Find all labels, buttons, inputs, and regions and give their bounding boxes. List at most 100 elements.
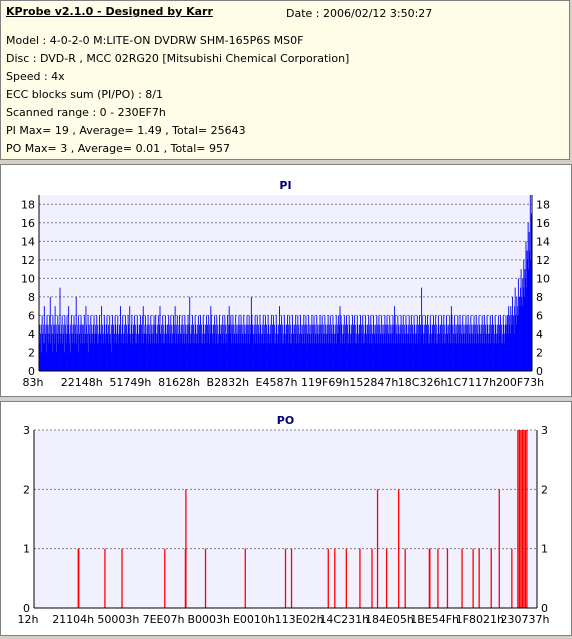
pi-bar xyxy=(518,315,520,371)
pi-bar xyxy=(146,343,147,371)
pi-bar xyxy=(126,324,127,371)
pi-bar xyxy=(205,333,207,371)
pi-bar xyxy=(55,333,57,371)
pi-bar xyxy=(186,343,187,371)
pi-bar xyxy=(386,315,388,371)
pi-bar xyxy=(304,324,306,371)
pi-bar xyxy=(148,343,150,371)
pi-bar xyxy=(324,324,326,371)
pi-bar xyxy=(226,343,228,371)
pi-x-tick: E4587h xyxy=(256,376,298,389)
pi-bar xyxy=(296,324,298,371)
pi-bar xyxy=(493,333,495,371)
pi-bar xyxy=(143,333,145,371)
pi-bar xyxy=(104,343,106,371)
pi-bar xyxy=(292,324,294,371)
pi-bar xyxy=(410,333,412,371)
pi-bar xyxy=(467,333,469,371)
pi-bar xyxy=(382,333,384,371)
pi-bar xyxy=(180,324,182,371)
pi-bar xyxy=(354,343,356,371)
pi-bar xyxy=(368,315,370,371)
pi-bar xyxy=(480,343,481,371)
pi-bar xyxy=(106,324,107,371)
pi-bar xyxy=(323,333,325,371)
pi-bar xyxy=(204,343,206,371)
pi-bar xyxy=(449,315,451,371)
pi-bar xyxy=(305,315,307,371)
pi-bar xyxy=(509,315,511,371)
pi-bar xyxy=(483,333,485,371)
pi-bar xyxy=(41,352,43,371)
pi-bar xyxy=(138,343,140,371)
pi-bar xyxy=(311,315,313,371)
pi-bar xyxy=(114,315,116,371)
pi-bar xyxy=(76,343,78,371)
pi-bar xyxy=(463,343,465,371)
pi-bar xyxy=(464,324,466,371)
pi-bar xyxy=(499,333,501,371)
pi-bar xyxy=(476,324,478,371)
pi-bar xyxy=(227,324,229,371)
pi-bar xyxy=(257,324,259,371)
pi-bar xyxy=(472,324,474,371)
pi-bar xyxy=(199,333,201,371)
pi-bar xyxy=(393,343,394,371)
pi-bar xyxy=(461,333,463,371)
pi-bar xyxy=(362,343,364,371)
pi-bar xyxy=(233,324,235,371)
pi-bar xyxy=(515,315,517,371)
pi-bar xyxy=(93,324,94,371)
pi-bar xyxy=(432,333,434,371)
pi-bar xyxy=(50,324,52,371)
pi-bar xyxy=(372,343,374,371)
pi-bar xyxy=(94,343,96,371)
pi-bar xyxy=(479,324,480,371)
pi-bar xyxy=(283,315,285,371)
pi-bar xyxy=(483,315,485,371)
pi-bar xyxy=(213,333,215,371)
pi-bar xyxy=(480,324,482,371)
pi-bar xyxy=(526,250,528,371)
pi-bar xyxy=(444,324,446,371)
pi-bar xyxy=(404,343,406,371)
pi-bar xyxy=(269,343,271,371)
pi-bar xyxy=(272,333,274,371)
pi-bar xyxy=(353,333,355,371)
pi-bar xyxy=(120,343,122,371)
pi-bar xyxy=(356,343,358,371)
po-x-tick: 21104h xyxy=(52,613,94,626)
pi-bar xyxy=(406,324,407,371)
po-chart: PO 0 0 1 1 2 2 3 3 12h 21104h 50003h 7EE07h B0003h E00… xyxy=(18,414,550,626)
pi-bar xyxy=(60,343,61,371)
pi-bar xyxy=(298,324,300,371)
pi-bar xyxy=(353,324,354,371)
pi-bar xyxy=(211,324,213,371)
pi-bar xyxy=(155,315,157,371)
pi-bar xyxy=(517,306,519,371)
pi-bar xyxy=(293,333,294,371)
pi-bar xyxy=(53,333,54,371)
pi-bar xyxy=(74,324,76,371)
pi-bar xyxy=(253,343,254,371)
pi-bar xyxy=(168,315,170,371)
pi-bar xyxy=(196,324,198,371)
pi-bar xyxy=(317,333,319,371)
pi-summary-line: PI Max= 19 , Average= 1.49 , Total= 2564… xyxy=(6,124,246,137)
pi-bar xyxy=(391,333,393,371)
pi-bar xyxy=(365,324,367,371)
pi-bar xyxy=(83,333,85,371)
pi-bar xyxy=(297,315,299,371)
pi-bar xyxy=(495,324,497,371)
pi-bar xyxy=(261,343,263,371)
pi-bar xyxy=(264,333,266,371)
pi-bar xyxy=(291,343,293,371)
pi-bar xyxy=(478,315,480,371)
pi-bar xyxy=(246,315,248,371)
pi-bar xyxy=(288,324,290,371)
pi-bar xyxy=(402,315,404,371)
pi-bar xyxy=(513,333,515,371)
pi-bar xyxy=(426,324,427,371)
pi-bar xyxy=(161,324,163,371)
pi-bar xyxy=(162,343,164,371)
